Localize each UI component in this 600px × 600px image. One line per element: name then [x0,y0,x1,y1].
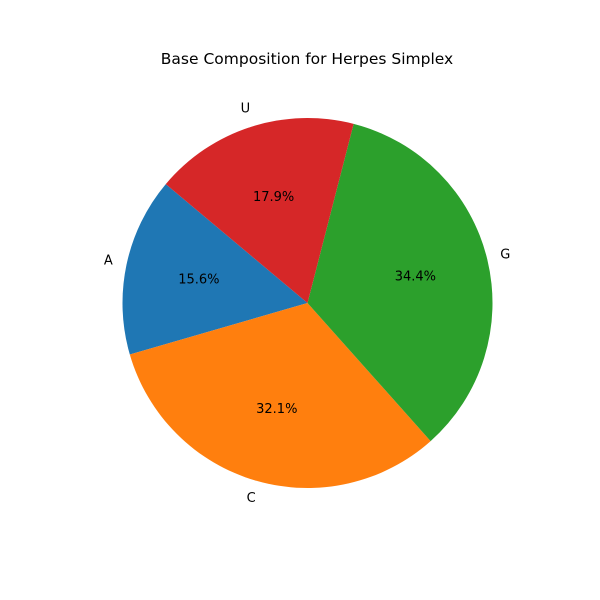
pie-labels: A 15.6% C 32.1% G 34.4% U 17.9% [104,102,510,506]
pie-slices [122,118,493,489]
slice-percent-a: 15.6% [178,273,219,288]
slice-percent-u: 17.9% [253,190,294,205]
slice-label-c: C [247,491,256,506]
pie-slice-c [129,303,431,489]
slice-label-g: G [500,248,510,263]
slice-percent-g: 34.4% [395,269,436,284]
slice-label-a: A [104,253,113,268]
pie-slice-g [307,123,493,442]
chart-title: Base Composition for Herpes Simplex [161,50,453,68]
pie-slice-u [165,118,354,304]
slice-percent-c: 32.1% [256,402,297,417]
slice-label-u: U [241,102,251,117]
pie-slice-a [122,184,308,355]
